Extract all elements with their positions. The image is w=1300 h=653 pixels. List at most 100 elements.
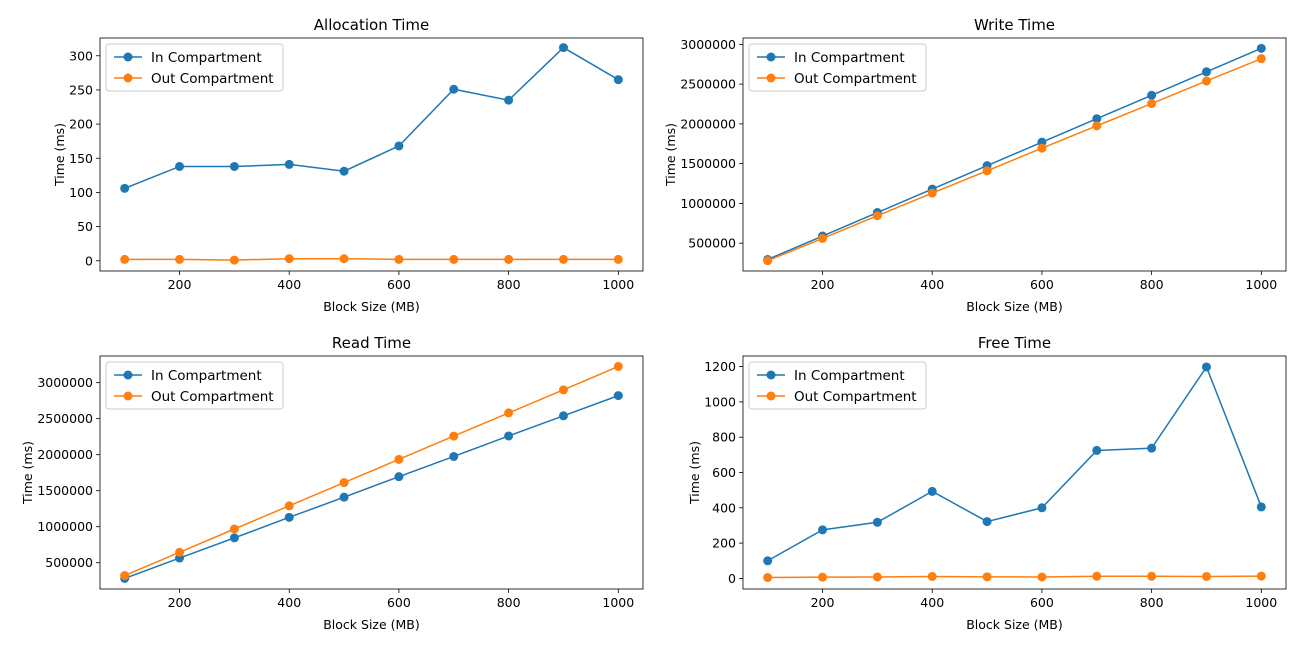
- chart-4: Free Time 200 400 600 800 1000 0 200 400 600 800 10…: [687, 334, 1287, 632]
- chart-2-y-tick-label: 3000000: [680, 37, 736, 52]
- chart-3-series-1-point: [284, 512, 294, 522]
- chart-4-series-1-point: [1037, 503, 1047, 513]
- chart-4-series-2-point: [872, 572, 882, 582]
- chart-1-series-2-point: [229, 255, 239, 265]
- chart-2-series-2-point: [1037, 143, 1047, 153]
- chart-1-legend-label: In Compartment: [151, 50, 262, 66]
- chart-1-series-2-point: [394, 254, 404, 264]
- chart-4-series-2-point: [818, 572, 828, 582]
- chart-2-axes-frame: [742, 37, 1287, 272]
- chart-4-legend: [748, 361, 927, 410]
- chart-1-y-tick-label: 0: [85, 253, 93, 268]
- chart-1-series-1-point: [120, 183, 130, 193]
- chart-1-series-2-point: [284, 254, 294, 264]
- chart-2-x-tick-label: 600: [1030, 277, 1054, 292]
- chart-3: Read Time 200 400 600 800 1000 500000 1000000 15…: [20, 334, 644, 632]
- chart-2-y-tick-label: 1500000: [680, 156, 736, 171]
- chart-2-series-2-line: [767, 57, 1262, 262]
- chart-4-series-1-point: [872, 517, 882, 527]
- chart-3-x-axis-label: Block Size (MB): [323, 617, 420, 632]
- chart-3-series-1-point: [339, 492, 349, 502]
- chart-3-series-2-point: [449, 431, 459, 441]
- chart-3-x-tick-label: 600: [387, 595, 411, 610]
- chart-1-y-tick-label: 100: [69, 185, 93, 200]
- chart-1-y-tick-label: 300: [69, 48, 93, 63]
- chart-1-legend-swatch-marker: [123, 52, 133, 62]
- chart-4-legend-swatch-marker: [766, 391, 776, 401]
- chart-4-series-2-point: [927, 571, 937, 581]
- chart-4-y-tick-label: 400: [712, 500, 736, 515]
- chart-1-series-1-point: [284, 159, 294, 169]
- chart-1-series-1-point: [449, 84, 459, 94]
- chart-1-series-1-point: [229, 161, 239, 171]
- chart-2-legend-swatch-marker: [766, 52, 776, 62]
- chart-1-title: Allocation Time: [314, 16, 429, 34]
- chart-1-series-2-point: [558, 254, 568, 264]
- chart-4-series-2-point: [1092, 571, 1102, 581]
- chart-3-y-tick-label: 500000: [45, 555, 93, 570]
- chart-3-legend-swatch-marker: [123, 370, 133, 380]
- chart-4-series-2-point: [1037, 572, 1047, 582]
- chart-1: Allocation Time 200 400 600 800 1000 0 50 100 150…: [52, 16, 644, 314]
- chart-3-x-tick-label: 1000: [602, 595, 634, 610]
- chart-2-series-2-point: [818, 233, 828, 243]
- chart-4-x-tick-label: 400: [920, 595, 944, 610]
- chart-2-title: Write Time: [974, 16, 1055, 34]
- chart-4-x-tick-label: 1000: [1245, 595, 1277, 610]
- chart-2-x-tick-label: 800: [1140, 277, 1164, 292]
- chart-3-y-tick-label: 3000000: [37, 375, 93, 390]
- chart-3-y-axis-label: Time (ms): [20, 441, 35, 505]
- chart-1-series-1-point: [504, 95, 514, 105]
- chart-1-series-2-point: [449, 254, 459, 264]
- chart-2-y-tick-label: 1000000: [680, 196, 736, 211]
- chart-3-x-tick-label: 800: [497, 595, 521, 610]
- chart-4-legend-label: Out Compartment: [794, 389, 917, 405]
- chart-1-y-tick-label: 250: [69, 82, 93, 97]
- chart-4-series-1-point: [1092, 445, 1102, 455]
- chart-2-y-tick-label: 500000: [688, 236, 736, 251]
- chart-3-legend: [105, 361, 284, 410]
- chart-1-x-tick-label: 800: [497, 277, 521, 292]
- chart-2-series-2-point: [763, 256, 773, 266]
- chart-4-series-2-point: [982, 572, 992, 582]
- chart-1-series-1-point: [175, 161, 185, 171]
- chart-4-legend-label: In Compartment: [794, 368, 905, 384]
- chart-4-y-tick-label: 600: [712, 465, 736, 480]
- chart-1-legend: [105, 43, 284, 92]
- chart-1-series-2-point: [120, 254, 130, 264]
- chart-2-series-1-point: [1201, 67, 1211, 77]
- chart-4-series-2-point: [1256, 571, 1266, 581]
- chart-1-series-2-point: [339, 254, 349, 264]
- chart-2-x-tick-label: 200: [811, 277, 835, 292]
- chart-3-title: Read Time: [332, 334, 411, 352]
- chart-1-series-1-point: [613, 75, 623, 85]
- chart-3-series-2-point: [120, 571, 130, 581]
- chart-3-series-1-point: [504, 431, 514, 441]
- chart-2-series-2-point: [982, 166, 992, 176]
- chart-3-series-2-point: [504, 408, 514, 418]
- chart-1-series-2-point: [504, 254, 514, 264]
- chart-4-y-axis-label: Time (ms): [687, 441, 702, 505]
- chart-1-x-tick-label: 600: [387, 277, 411, 292]
- chart-1-series-1-line: [124, 46, 619, 190]
- chart-1-series-1-point: [394, 141, 404, 151]
- chart-2-series-1-point: [1256, 43, 1266, 53]
- chart-4-series-1-point: [982, 517, 992, 527]
- chart-1-x-axis-label: Block Size (MB): [323, 299, 420, 314]
- chart-3-y-tick-label: 1500000: [37, 483, 93, 498]
- chart-3-series-1-line: [124, 394, 619, 580]
- chart-3-series-1-point: [229, 533, 239, 543]
- chart-4-series-1-point: [927, 486, 937, 496]
- chart-4-series-2-point: [1147, 571, 1157, 581]
- chart-1-series-1-point: [558, 43, 568, 53]
- chart-2-series-2-point: [1147, 99, 1157, 109]
- chart-1-y-tick-label: 200: [69, 117, 93, 132]
- chart-2-series-2-point: [1256, 54, 1266, 64]
- chart-3-x-tick-label: 400: [277, 595, 301, 610]
- chart-2-legend-label: Out Compartment: [794, 71, 917, 87]
- chart-1-series-2-point: [175, 254, 185, 264]
- chart-3-y-tick-label: 2500000: [37, 411, 93, 426]
- chart-1-x-tick-label: 400: [277, 277, 301, 292]
- chart-4-legend-swatch-marker: [766, 370, 776, 380]
